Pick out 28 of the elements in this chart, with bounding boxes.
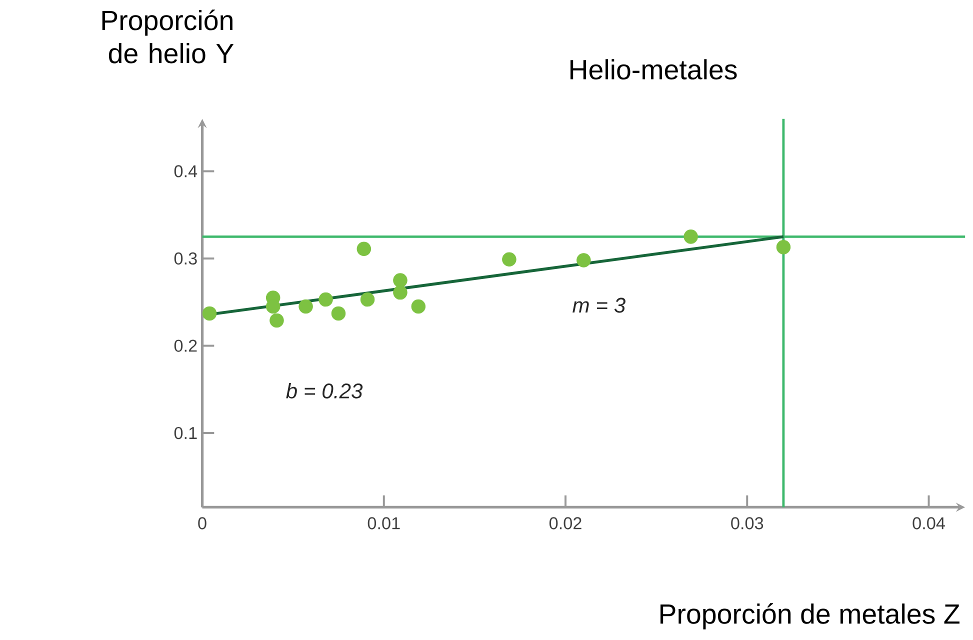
chart-title: Helio-metales [570, 59, 737, 80]
point [331, 306, 346, 321]
point [202, 306, 217, 321]
y-tick-label: 0.4 [174, 165, 198, 178]
point [502, 252, 516, 267]
point [576, 253, 591, 268]
point [393, 273, 408, 288]
point [360, 292, 375, 307]
y-tick-label: 0.2 [174, 340, 197, 352]
x-tick-label: 0.03 [731, 517, 764, 530]
point [270, 313, 284, 328]
x-tick-label: 0 [198, 517, 206, 530]
annotation: m = 3 [572, 298, 626, 313]
x-tick-label: 0.04 [912, 517, 945, 530]
x-tick-label: 0.02 [549, 517, 582, 530]
x-axis-title: Proporción de metales Z [660, 603, 960, 630]
point [356, 242, 372, 256]
point [298, 299, 313, 314]
point [411, 299, 426, 314]
y-tick-label: 0.1 [174, 426, 197, 440]
point [318, 292, 333, 307]
y-tick-label: 0.3 [174, 252, 197, 265]
x-tick-label: 0.01 [368, 517, 400, 530]
point [393, 285, 408, 300]
annotation: b = 0.23 [286, 382, 363, 398]
point [776, 240, 791, 254]
y-axis-title: Proporción de helio Y [102, 10, 234, 64]
point [684, 230, 698, 244]
